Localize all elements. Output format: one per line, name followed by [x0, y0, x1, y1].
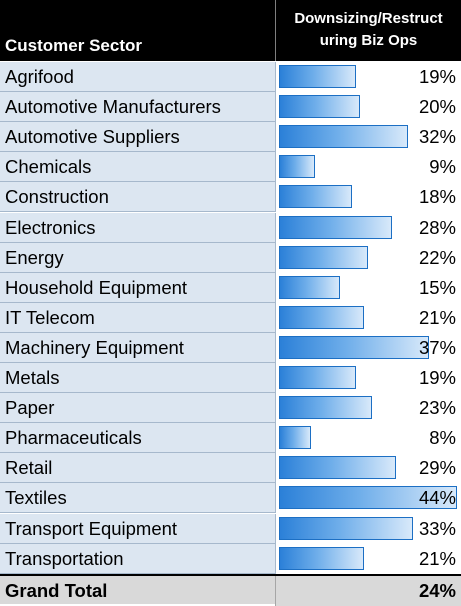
table-row: Electronics 28%: [0, 212, 461, 243]
data-bar: [279, 65, 356, 88]
grand-total-value-cell: 24%: [275, 575, 461, 606]
value-cell: 21%: [275, 543, 461, 574]
data-bar: [279, 95, 360, 119]
value-cell: 22%: [275, 242, 461, 273]
sector-label: Transport Equipment: [5, 517, 178, 539]
table-row: Automotive Manufacturers 20%: [0, 92, 461, 123]
percent-label: 15%: [418, 276, 456, 298]
value-cell: 37%: [275, 332, 461, 363]
data-bar: [279, 305, 364, 329]
sector-label: Retail: [5, 457, 53, 479]
value-cell: 20%: [275, 92, 461, 123]
table-row: Transport Equipment 33%: [0, 513, 461, 544]
value-cell: 15%: [275, 272, 461, 303]
percent-label: 22%: [418, 246, 456, 268]
sector-label: Automotive Suppliers: [5, 126, 180, 148]
percent-label: 18%: [418, 186, 456, 208]
sector-label: Electronics: [5, 216, 96, 238]
header-sector-cell: Customer Sector: [0, 0, 275, 61]
grand-total-row: Grand Total 24%: [0, 573, 461, 606]
percent-label: 20%: [418, 96, 456, 118]
table-row: Machinery Equipment 37%: [0, 332, 461, 363]
value-cell: 9%: [275, 152, 461, 183]
sector-label: Agrifood: [5, 66, 74, 87]
header-metric-label: Downsizing/Restruct uring Biz Ops: [294, 10, 443, 49]
value-cell: 44%: [275, 483, 461, 514]
data-bar: [279, 396, 372, 420]
sector-label: Automotive Manufacturers: [5, 96, 221, 118]
data-bar: [279, 125, 408, 149]
value-cell: 8%: [275, 423, 461, 454]
table-row: Pharmaceuticals 8%: [0, 423, 461, 454]
grand-total-label: Grand Total: [5, 579, 108, 601]
value-cell: 28%: [275, 212, 461, 243]
table-row: Textiles 44%: [0, 483, 461, 514]
sector-label: Household Equipment: [5, 276, 188, 298]
percent-label: 44%: [418, 487, 456, 509]
sector-label: Construction: [5, 186, 109, 208]
data-bar: [279, 335, 429, 359]
table-row: Household Equipment 15%: [0, 272, 461, 303]
percent-label: 32%: [418, 126, 456, 148]
data-bar: [279, 426, 311, 450]
sector-label: Chemicals: [5, 156, 92, 178]
sector-label: Pharmaceuticals: [5, 427, 142, 449]
sector-label: Paper: [5, 397, 55, 419]
percent-label: 28%: [418, 216, 456, 238]
table-row: Agrifood 19%: [0, 62, 461, 92]
table-row: Transportation 21%: [0, 543, 461, 574]
value-cell: 19%: [275, 363, 461, 393]
percent-label: 37%: [418, 336, 456, 358]
sector-label: Machinery Equipment: [5, 336, 184, 358]
data-bar: [279, 456, 396, 480]
table-row: Metals 19%: [0, 363, 461, 393]
sector-label: Energy: [5, 246, 64, 268]
value-cell: 21%: [275, 302, 461, 333]
sector-label: Transportation: [5, 547, 124, 569]
data-bar: [279, 366, 356, 389]
table-row: Construction 18%: [0, 182, 461, 213]
data-bar: [279, 516, 413, 540]
value-cell: 33%: [275, 513, 461, 544]
sector-label: Textiles: [5, 487, 67, 509]
table-row: Paper 23%: [0, 393, 461, 424]
value-cell: 23%: [275, 393, 461, 424]
sector-label: Metals: [5, 367, 60, 388]
percent-label: 23%: [418, 397, 456, 419]
data-bar: [279, 155, 315, 179]
data-bar: [279, 215, 392, 239]
data-bar: [279, 486, 457, 510]
value-cell: 18%: [275, 182, 461, 213]
header-sector-label: Customer Sector: [5, 36, 142, 55]
percent-label: 19%: [418, 66, 456, 87]
value-cell: 19%: [275, 62, 461, 92]
table-row: Automotive Suppliers 32%: [0, 122, 461, 153]
data-bar: [279, 546, 364, 570]
table-row: Retail 29%: [0, 453, 461, 484]
value-cell: 32%: [275, 122, 461, 153]
sector-label: IT Telecom: [5, 306, 95, 328]
table-row: Energy 22%: [0, 242, 461, 273]
data-bar: [279, 185, 352, 209]
table-row: Chemicals 9%: [0, 152, 461, 183]
grand-total-percent: 24%: [418, 579, 456, 601]
percent-label: 9%: [429, 156, 456, 178]
percent-label: 19%: [418, 367, 456, 388]
percent-label: 21%: [418, 547, 456, 569]
percent-label: 29%: [418, 457, 456, 479]
data-bar: [279, 245, 368, 269]
value-cell: 29%: [275, 453, 461, 484]
percent-label: 21%: [418, 306, 456, 328]
header-metric-cell: Downsizing/Restruct uring Biz Ops: [275, 0, 461, 61]
data-bar: [279, 275, 340, 299]
table-row: IT Telecom 21%: [0, 302, 461, 333]
percent-label: 8%: [429, 427, 456, 449]
percent-label: 33%: [418, 517, 456, 539]
